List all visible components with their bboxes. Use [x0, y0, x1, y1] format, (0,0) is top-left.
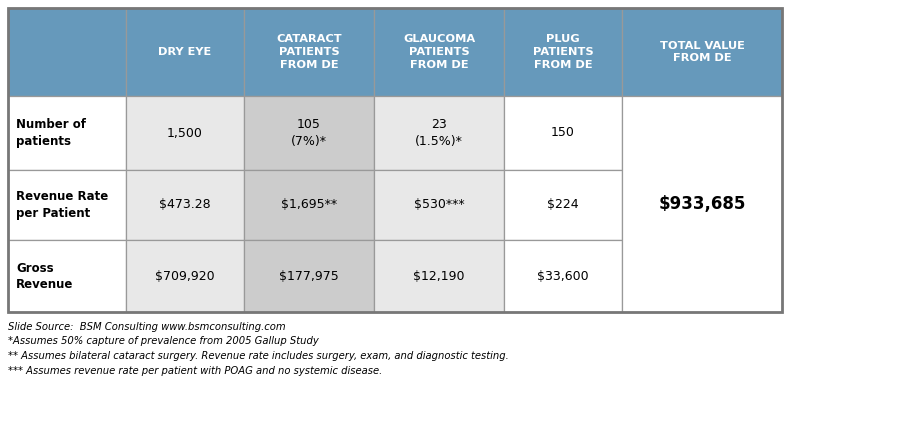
Text: 23
(1.5%)*: 23 (1.5%)* [415, 118, 463, 147]
Bar [126, 8, 244, 96]
Text: Revenue Rate
per Patient: Revenue Rate per Patient [16, 190, 108, 219]
Text: $709,920: $709,920 [155, 270, 214, 282]
Text: $12,190: $12,190 [414, 270, 465, 282]
Text: $224: $224 [547, 199, 578, 211]
Text: 105
(7%)*: 105 (7%)* [291, 118, 327, 147]
Bar [244, 170, 374, 240]
Bar [374, 96, 504, 170]
Bar [622, 96, 782, 312]
Bar [126, 170, 244, 240]
Bar [504, 8, 622, 96]
Bar [244, 96, 374, 170]
Text: $33,600: $33,600 [537, 270, 589, 282]
Text: $177,975: $177,975 [279, 270, 339, 282]
Text: CATARACT
PATIENTS
FROM DE: CATARACT PATIENTS FROM DE [277, 34, 341, 70]
Text: *** Assumes revenue rate per patient with POAG and no systemic disease.: *** Assumes revenue rate per patient wit… [8, 366, 382, 375]
Bar [504, 240, 622, 312]
Bar [126, 96, 244, 170]
Bar [622, 8, 782, 96]
Text: Slide Source:  BSM Consulting www.bsmconsulting.com: Slide Source: BSM Consulting www.bsmcons… [8, 322, 286, 332]
Text: $1,695**: $1,695** [281, 199, 337, 211]
Bar [374, 8, 504, 96]
Bar [8, 8, 126, 96]
Text: $473.28: $473.28 [159, 199, 211, 211]
Bar [244, 240, 374, 312]
Text: Number of
patients: Number of patients [16, 118, 86, 147]
Text: $530***: $530*** [414, 199, 464, 211]
Bar [504, 96, 622, 170]
Bar [8, 96, 126, 170]
Bar [8, 8, 782, 312]
Text: DRY EYE: DRY EYE [159, 47, 212, 57]
Bar [8, 240, 126, 312]
Text: *Assumes 50% capture of prevalence from 2005 Gallup Study: *Assumes 50% capture of prevalence from … [8, 337, 319, 346]
Bar [374, 240, 504, 312]
Text: TOTAL VALUE
FROM DE: TOTAL VALUE FROM DE [660, 40, 744, 63]
Bar [8, 170, 126, 240]
Text: 1,500: 1,500 [167, 127, 203, 139]
Bar [126, 240, 244, 312]
Bar [244, 8, 374, 96]
Text: 150: 150 [551, 127, 575, 139]
Text: GLAUCOMA
PATIENTS
FROM DE: GLAUCOMA PATIENTS FROM DE [403, 34, 475, 70]
Text: Gross
Revenue: Gross Revenue [16, 262, 73, 291]
Bar [504, 170, 622, 240]
Text: PLUG
PATIENTS
FROM DE: PLUG PATIENTS FROM DE [532, 34, 594, 70]
Text: $933,685: $933,685 [659, 195, 746, 213]
Text: ** Assumes bilateral cataract surgery. Revenue rate includes surgery, exam, and : ** Assumes bilateral cataract surgery. R… [8, 351, 509, 361]
Bar [374, 170, 504, 240]
